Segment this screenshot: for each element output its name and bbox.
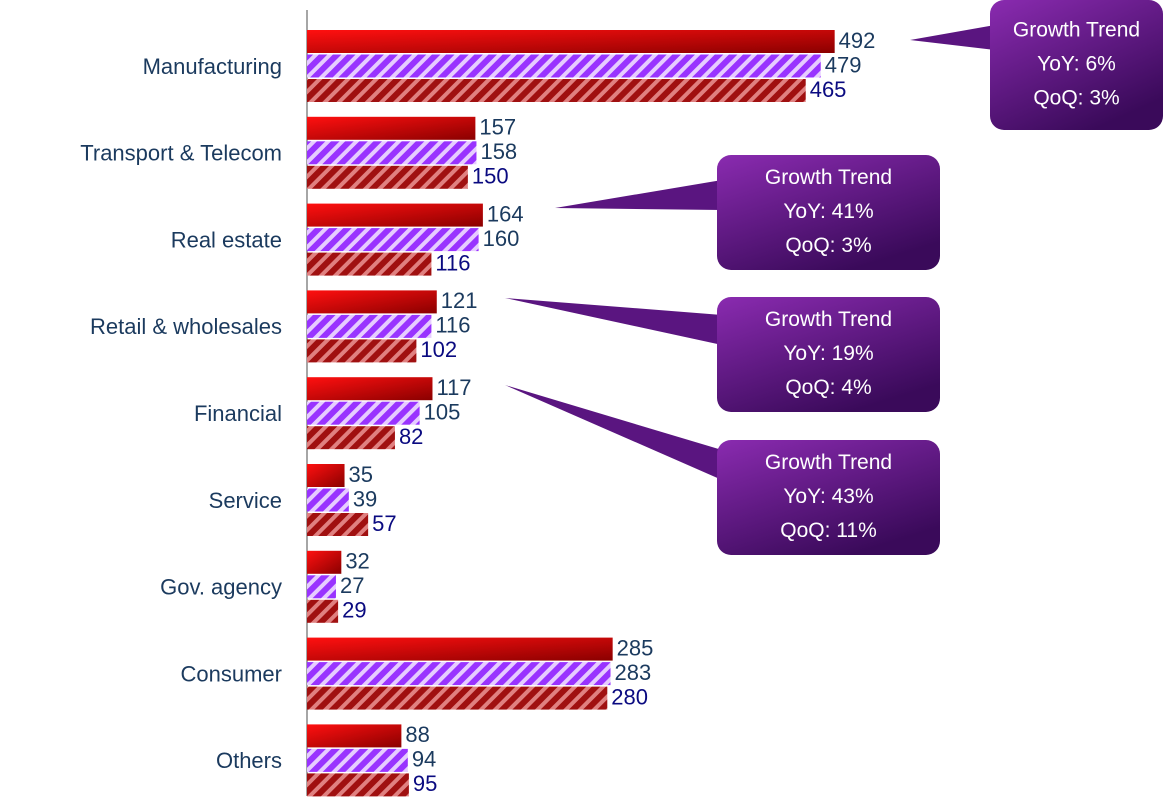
value-label: 29 [342,598,366,623]
callout-text: YoY: 41% [783,200,873,223]
bar [307,773,409,797]
category-label: Real estate [171,227,282,252]
bar [307,141,477,165]
value-label: 105 [424,400,461,425]
value-label: 465 [810,77,847,102]
bar [307,314,432,338]
value-label: 479 [825,52,862,77]
value-label: 492 [839,28,876,53]
callout-text: Growth Trend [765,451,892,474]
value-label: 88 [405,722,429,747]
value-label: 157 [479,115,516,140]
callout-text: QoQ: 3% [785,234,871,257]
bar [307,575,336,599]
callout-box [717,155,940,270]
value-label: 95 [413,771,437,796]
callout-box [717,440,940,555]
bar [307,550,342,574]
callout-pointer [555,180,722,210]
callout-text: YoY: 19% [783,342,873,365]
bar [307,252,432,276]
bar [307,377,433,401]
value-label: 39 [353,486,377,511]
category-label: Others [216,748,282,773]
callout-text: QoQ: 4% [785,376,871,399]
bar [307,724,402,748]
value-label: 285 [617,635,654,660]
value-label: 102 [420,337,457,362]
callout-text: QoQ: 3% [1033,87,1119,110]
bar [307,30,835,53]
category-label: Financial [194,401,282,426]
value-label: 27 [340,573,364,598]
bar [307,637,613,661]
callout-text: YoY: 43% [783,485,873,508]
bar [307,401,420,425]
bar [307,599,339,623]
callout-text: Growth Trend [765,308,892,331]
bar [307,79,806,102]
bar [307,290,437,314]
category-label: Consumer [181,661,282,686]
bar [307,116,476,140]
value-label: 121 [441,288,478,313]
value-label: 116 [435,250,470,275]
bar [307,339,417,363]
callout-text: YoY: 6% [1037,53,1116,76]
callout-text: Growth Trend [1013,19,1140,42]
callout-pointer [505,385,722,480]
value-label: 280 [611,684,648,709]
value-label: 82 [399,424,423,449]
value-label: 117 [436,375,471,400]
value-label: 160 [483,226,520,251]
callout-box [717,297,940,412]
category-label: Manufacturing [143,54,282,79]
callout-pointer [910,25,995,50]
callout-pointer [505,298,722,345]
value-label: 116 [435,313,470,338]
category-label: Retail & wholesales [90,314,282,339]
bar [307,662,611,686]
callout-box [990,0,1163,130]
bar [307,54,821,78]
category-label: Service [209,488,282,513]
bar [307,203,483,227]
value-label: 94 [412,747,436,772]
value-label: 32 [345,549,369,574]
callout-text: QoQ: 11% [780,519,877,542]
value-label: 158 [480,139,517,164]
bar [307,488,349,512]
bar [307,464,345,487]
value-label: 164 [487,201,524,226]
bar [307,165,468,189]
category-label: Transport & Telecom [80,141,282,166]
category-label: Gov. agency [160,575,282,600]
value-label: 150 [472,164,509,189]
callout-text: Growth Trend [765,166,892,189]
bar [307,513,369,536]
bar [307,426,395,450]
bar [307,228,479,252]
value-label: 57 [372,511,396,536]
bar [307,748,408,772]
value-label: 283 [615,660,652,685]
bar [307,686,608,710]
value-label: 35 [349,462,373,487]
